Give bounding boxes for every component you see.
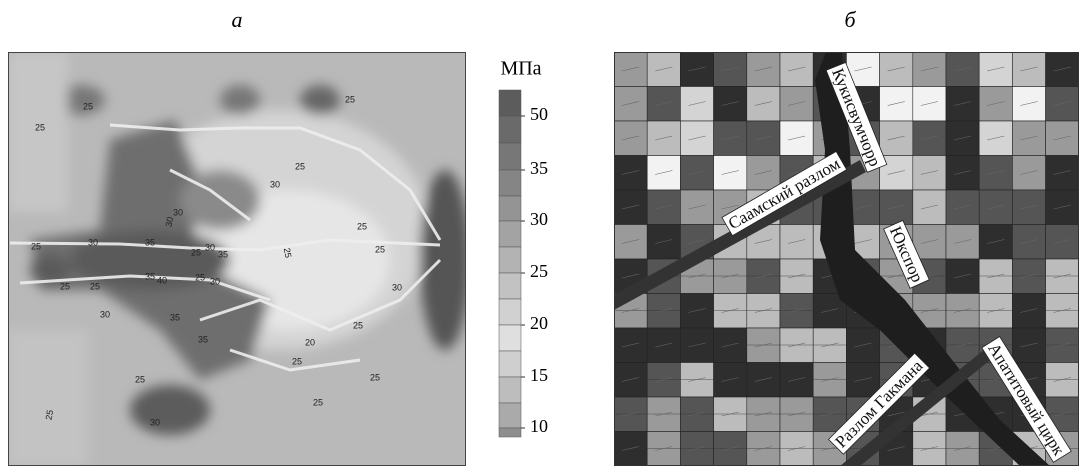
figure: а б 2525252530303025253 bbox=[0, 0, 1081, 466]
contour-label: 30 bbox=[210, 276, 220, 286]
contour-label: 30 bbox=[88, 237, 98, 247]
contour-label: 30 bbox=[270, 179, 280, 189]
contour-label: 30 bbox=[392, 282, 402, 292]
contour-label: 25 bbox=[345, 94, 355, 104]
colorbar bbox=[499, 90, 521, 437]
contour-label: 30 bbox=[164, 216, 176, 228]
contour-label: 35 bbox=[218, 249, 228, 259]
contour-label: 25 bbox=[295, 161, 305, 171]
colorbar-title: МПа bbox=[500, 58, 541, 80]
contour-label: 20 bbox=[305, 337, 315, 347]
contour-label: 25 bbox=[353, 320, 363, 330]
contour-label: 25 bbox=[195, 272, 205, 282]
colorbar-tick-label: 10 bbox=[530, 416, 548, 436]
contour-label: 30 bbox=[205, 242, 215, 252]
contour-label: 25 bbox=[191, 247, 201, 257]
contour-label: 25 bbox=[370, 372, 380, 382]
colorbar-tick-label: 20 bbox=[530, 313, 548, 333]
contour-label: 40 bbox=[157, 275, 167, 285]
panel-label: а bbox=[232, 7, 243, 32]
contour-map bbox=[8, 52, 470, 466]
contour-label: 25 bbox=[313, 397, 323, 407]
contour-label: 35 bbox=[145, 271, 155, 281]
contour-label: 25 bbox=[35, 122, 45, 132]
colorbar-tick-label: 30 bbox=[530, 209, 548, 229]
contour-label: 25 bbox=[282, 247, 294, 259]
panel-label: б bbox=[844, 7, 856, 32]
colorbar-tick-label: 15 bbox=[530, 365, 548, 385]
contour-label: 25 bbox=[135, 374, 145, 384]
contour-label: 25 bbox=[375, 244, 385, 254]
contour-label: 30 bbox=[150, 417, 160, 427]
contour-label: 25 bbox=[357, 221, 367, 231]
contour-label: 25 bbox=[31, 241, 41, 251]
contour-label: 35 bbox=[145, 237, 155, 247]
contour-label: 25 bbox=[83, 101, 93, 111]
colorbar-ticks: 50 35 30 25 20 15 10 bbox=[521, 104, 548, 436]
contour-label: 30 bbox=[100, 309, 110, 319]
contour-label: 25 bbox=[44, 409, 56, 421]
colorbar-tick-label: 25 bbox=[530, 261, 548, 281]
colorbar-tick-label: 50 bbox=[530, 104, 548, 124]
colorbar-tick-label: 35 bbox=[530, 158, 548, 178]
contour-label: 35 bbox=[170, 312, 180, 322]
contour-label: 35 bbox=[198, 334, 208, 344]
contour-label: 30 bbox=[173, 207, 183, 217]
contour-label: 25 bbox=[60, 281, 70, 291]
contour-label: 25 bbox=[292, 356, 302, 366]
contour-label: 25 bbox=[90, 281, 100, 291]
